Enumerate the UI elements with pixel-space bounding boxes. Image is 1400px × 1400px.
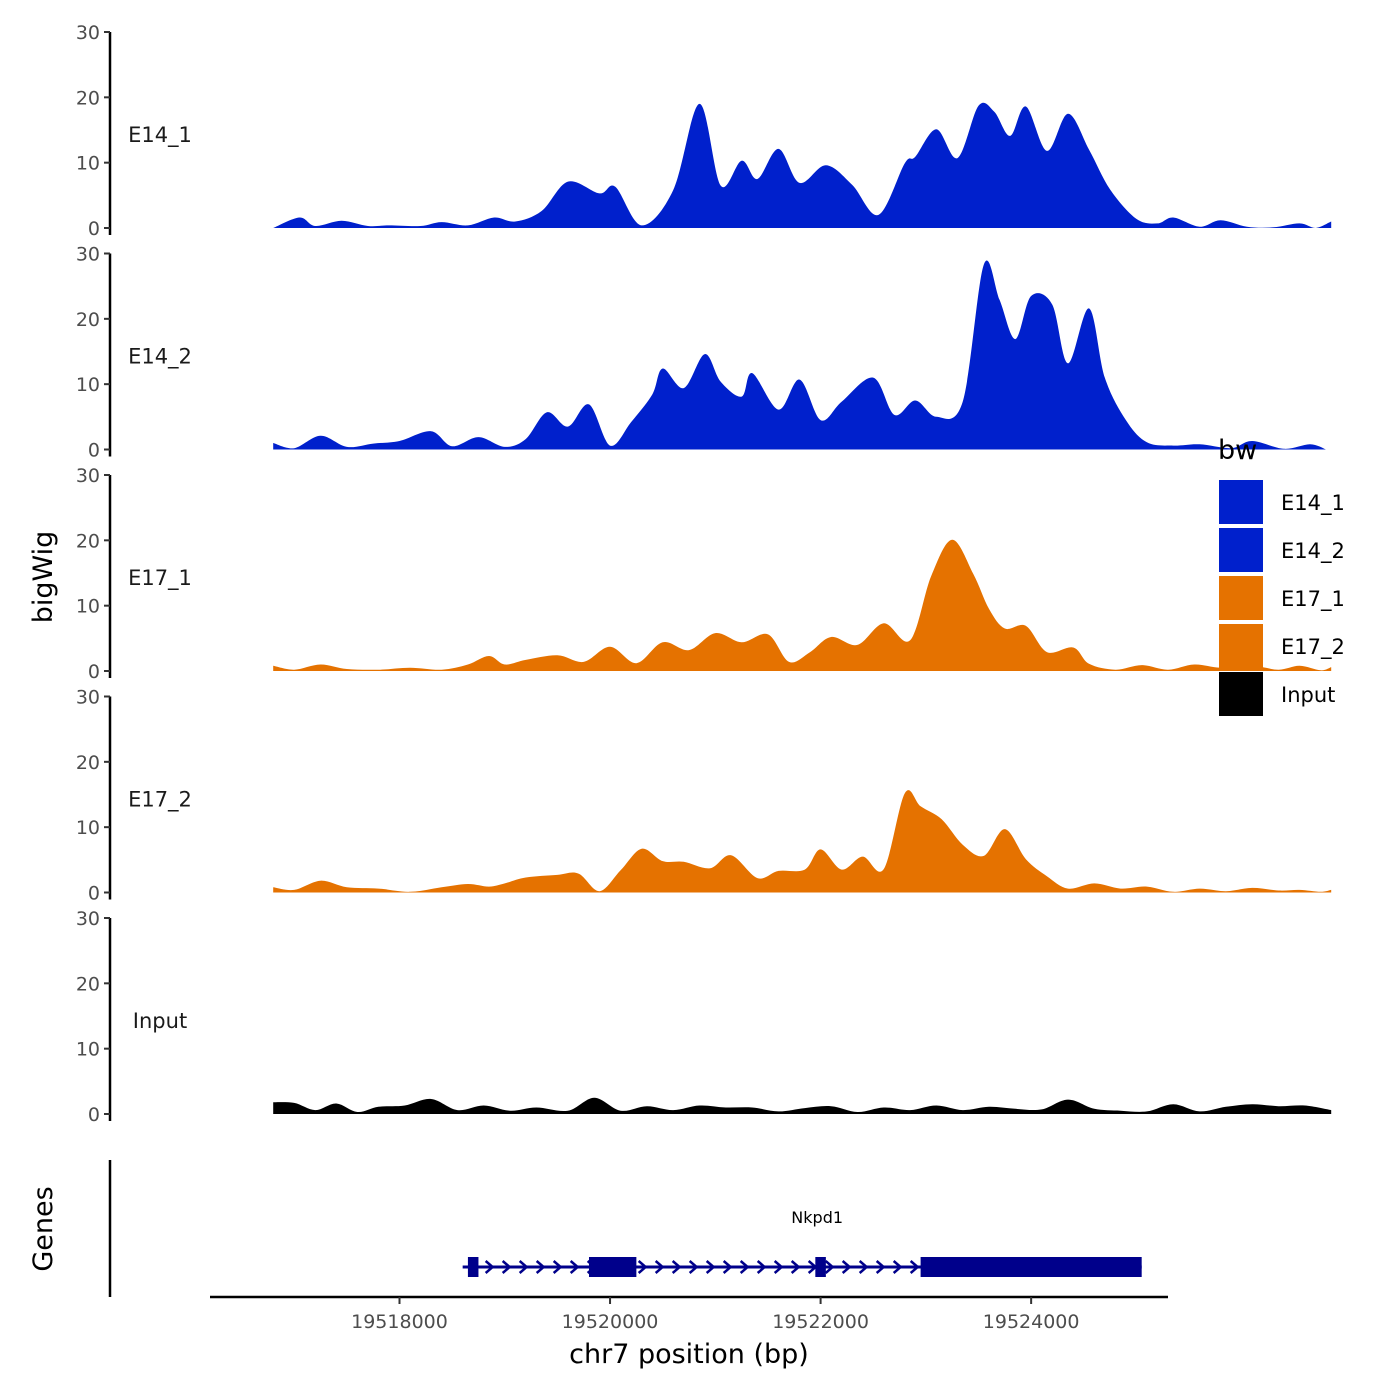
y-tick-label: 20 [76,530,100,552]
gene-exon [467,1257,479,1277]
y-tick-label: 30 [76,908,100,930]
x-tick-label: 19520000 [562,1311,659,1333]
track-label: E17_2 [128,788,192,813]
y-tick-label: 20 [76,309,100,331]
strand-arrow [773,1260,784,1274]
track-E14_2: 0 10 20 30 E14_2 [76,244,1326,462]
y-tick-label: 20 [76,752,100,774]
legend-label: E14_2 [1281,539,1345,564]
gene-exon [815,1257,826,1277]
strand-arrow [909,1260,920,1274]
signal-tracks: 0 10 20 30 E14_1 0 10 20 30 E14_2 0 10 20 30 E17_1 0 10 2… [76,22,1332,1126]
strand-arrow [688,1260,699,1274]
y-tick-label: 10 [76,1039,100,1061]
strand-arrow [892,1260,903,1274]
track-E17_2: 0 10 20 30 E17_2 [76,687,1332,905]
legend-label: E17_1 [1281,587,1345,612]
x-tick-label: 19522000 [772,1311,869,1333]
track-E14_1: 0 10 20 30 E14_1 [76,22,1332,240]
y-tick-label: 0 [88,661,100,683]
legend-key-E17_2 [1219,624,1263,668]
legend-label: Input [1281,683,1335,707]
x-tick-label: 19518000 [351,1311,448,1333]
y-tick-label: 30 [76,465,100,487]
x-axis-title: chr7 position (bp) [569,1339,809,1370]
strand-arrow [501,1260,512,1274]
strand-arrow [535,1260,546,1274]
y-tick-label: 30 [76,244,100,266]
y-tick-label: 10 [76,153,100,175]
track-label: E17_1 [128,566,192,591]
gene-name-label: Nkpd1 [791,1208,843,1227]
strand-arrow [858,1260,869,1274]
legend-title: bw [1218,435,1257,466]
genes-track: Genes Nkpd1 [28,1160,1142,1297]
signal-area-E14_2 [273,260,1326,450]
signal-area-Input [273,1097,1332,1114]
track-label: E14_2 [128,345,192,370]
signal-area-E17_1 [273,539,1332,671]
y-tick-label: 0 [88,218,100,240]
strand-arrow [841,1260,852,1274]
x-axis: 19518000 19520000 19522000 19524000 [210,1295,1168,1333]
strand-arrow [722,1260,733,1274]
y-tick-label: 10 [76,374,100,396]
legend-label: E17_2 [1281,635,1345,660]
strand-arrow [569,1260,580,1274]
signal-area-E17_2 [273,790,1332,893]
strand-arrow [790,1260,801,1274]
y-tick-label: 20 [76,87,100,109]
strand-arrow [705,1260,716,1274]
track-label: E14_1 [128,123,192,148]
strand-arrow [756,1260,767,1274]
y-tick-label: 0 [88,883,100,905]
legend-key-E17_1 [1219,576,1263,620]
strand-arrow [518,1260,529,1274]
y-tick-label: 30 [76,687,100,709]
strand-arrow [637,1260,648,1274]
strand-arrow [654,1260,665,1274]
y-tick-label: 30 [76,22,100,44]
y-tick-label: 10 [76,596,100,618]
y-tick-label: 0 [88,1104,100,1126]
strand-arrow [824,1260,835,1274]
y-tick-label: 10 [76,817,100,839]
y-tick-label: 0 [88,440,100,462]
track-Input: 0 10 20 30 Input [76,908,1332,1126]
legend-key-E14_2 [1219,528,1263,572]
genes-track-title: Genes [28,1186,59,1271]
y-tick-label: 20 [76,973,100,995]
strand-arrow [875,1260,886,1274]
legend-key-Input [1219,672,1263,716]
legend-key-E14_1 [1219,480,1263,524]
strand-arrow [739,1260,750,1274]
track-label: Input [133,1009,187,1033]
strand-arrow [484,1260,495,1274]
signal-area-E14_1 [273,102,1332,228]
strand-arrow [671,1260,682,1274]
track-E17_1: 0 10 20 30 E17_1 [76,465,1332,683]
strand-arrow [552,1260,563,1274]
legend-label: E14_1 [1281,491,1345,516]
y-axis-title: bigWig [28,531,59,624]
gene-exon [588,1257,637,1277]
legend: bw E14_1 E14_2 E17_1 E17_2 Input [1218,435,1345,716]
gene-exon [920,1257,1142,1277]
x-tick-label: 19524000 [983,1311,1080,1333]
